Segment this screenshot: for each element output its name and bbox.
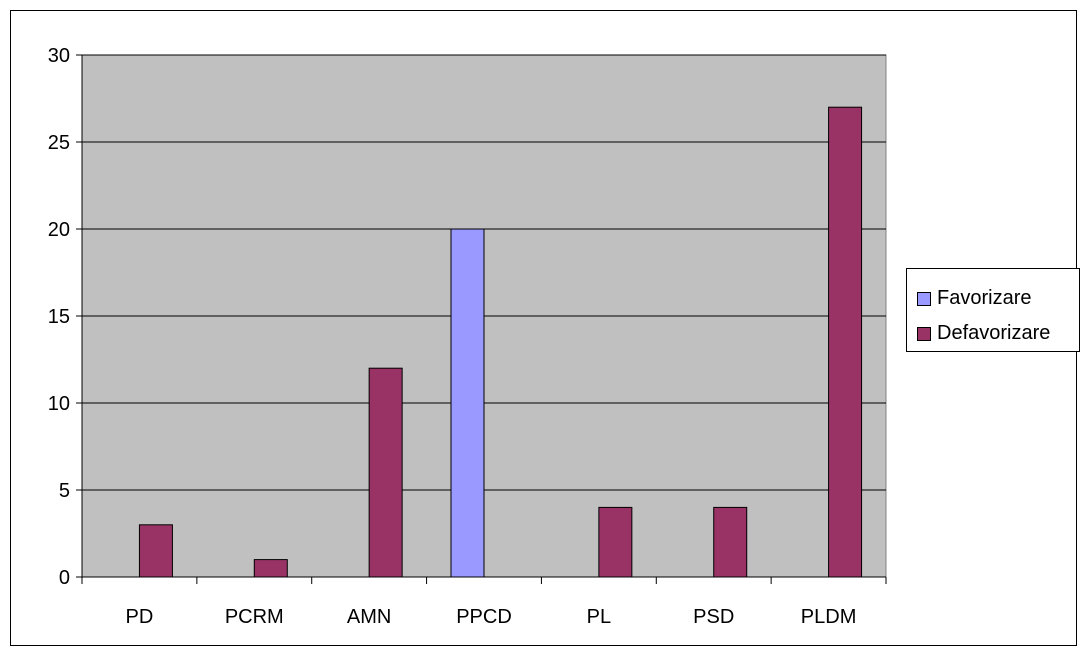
- x-category-label: PLDM: [801, 606, 857, 628]
- x-category-label: PSD: [693, 606, 734, 628]
- legend-label-defavorizare: Defavorizare: [937, 322, 1051, 344]
- bar-defavorizare-pldm: [828, 106, 863, 578]
- y-tick-label: 15: [48, 306, 70, 328]
- y-tick-label: 5: [59, 480, 70, 502]
- y-tick-label: 0: [59, 567, 70, 589]
- legend-swatch-favorizare: [917, 291, 931, 306]
- y-tick-label: 30: [48, 45, 70, 67]
- y-tick-label: 20: [48, 219, 70, 241]
- y-axis-tick-labels: 0 5 10 15 20 25 30: [48, 45, 70, 589]
- bar-defavorizare-pcrm: [253, 559, 288, 578]
- x-axis-category-labels: PD PCRM AMN PPCD PL PSD PLDM: [126, 606, 857, 628]
- bar-favorizare-ppcd: [450, 228, 485, 578]
- x-category-label: PPCD: [456, 606, 512, 628]
- legend-label-favorizare: Favorizare: [937, 287, 1032, 309]
- x-category-label: AMN: [347, 606, 391, 628]
- legend-item-favorizare: Favorizare: [917, 287, 1031, 310]
- axes: [76, 54, 887, 584]
- bars: [138, 106, 863, 578]
- bar-defavorizare-psd: [713, 506, 748, 578]
- legend-item-defavorizare: Defavorizare: [917, 322, 1050, 345]
- legend-swatch-defavorizare: [917, 326, 931, 341]
- bar-defavorizare-pd: [138, 524, 173, 578]
- x-category-label: PL: [587, 606, 611, 628]
- legend: Favorizare Defavorizare: [906, 268, 1080, 352]
- x-category-label: PD: [126, 606, 154, 628]
- y-tick-label: 25: [48, 132, 70, 154]
- y-tick-label: 10: [48, 393, 70, 415]
- bar-defavorizare-amn: [368, 367, 403, 578]
- bar-defavorizare-pl: [598, 506, 633, 578]
- x-category-label: PCRM: [225, 606, 284, 628]
